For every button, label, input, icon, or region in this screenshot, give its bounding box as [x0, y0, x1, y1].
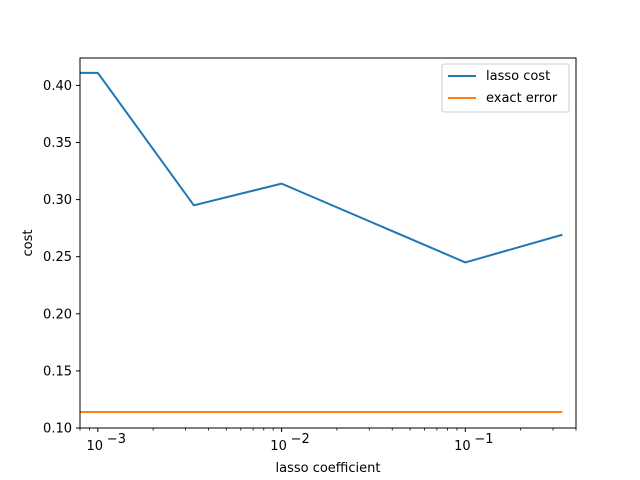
y-axis-label: cost: [21, 230, 36, 257]
y-tick-label: 0.25: [43, 250, 72, 265]
x-tick-exponent: −3: [107, 432, 126, 447]
y-tick-label: 0.20: [43, 307, 72, 322]
x-tick-label: 10: [87, 439, 104, 454]
legend-label-exact-error: exact error: [486, 91, 558, 106]
series-lines: [80, 71, 563, 414]
y-tick-label: 0.10: [43, 422, 72, 437]
x-tick-label: 10: [270, 439, 287, 454]
x-tick-exponent: −2: [291, 432, 310, 447]
series-line-lasso-cost: [80, 71, 563, 264]
x-tick-label: 10: [454, 439, 471, 454]
x-tick-exponent: −1: [474, 432, 493, 447]
y-tick-label: 0.35: [43, 136, 72, 151]
x-axis-label: lasso coefficient: [276, 461, 381, 476]
y-tick-label: 0.40: [43, 79, 72, 94]
y-tick-label: 0.30: [43, 193, 72, 208]
legend: lasso cost exact error: [441, 63, 570, 113]
legend-label-lasso-cost: lasso cost: [486, 69, 550, 84]
y-tick-label: 0.15: [43, 364, 72, 379]
plot-frame: [79, 57, 577, 429]
